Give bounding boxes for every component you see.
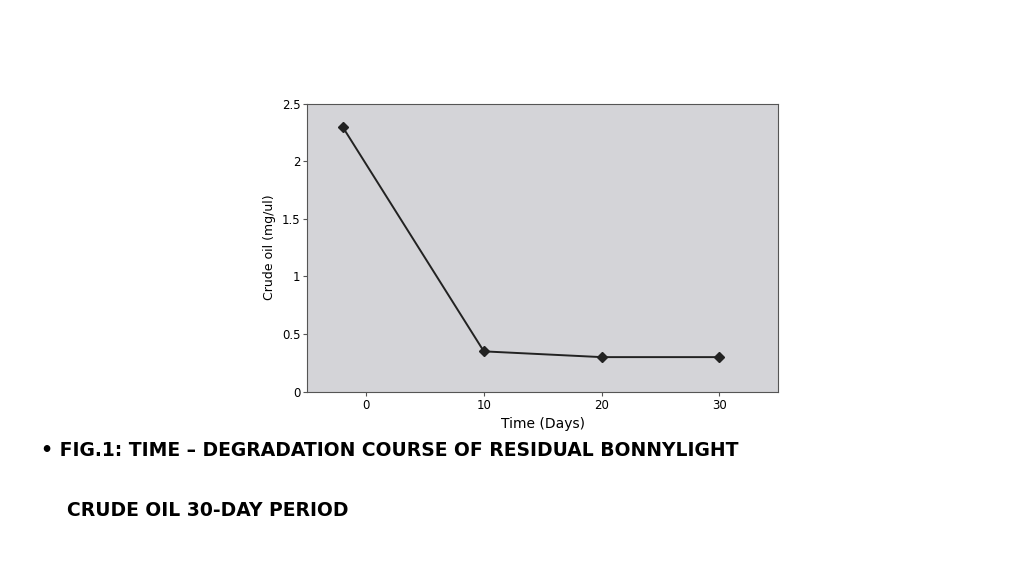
Text: • FIG.1: TIME – DEGRADATION COURSE OF RESIDUAL BONNYLIGHT: • FIG.1: TIME – DEGRADATION COURSE OF RE…: [41, 441, 738, 460]
X-axis label: Time (Days): Time (Days): [501, 417, 585, 431]
Text: CRUDE OIL 30-DAY PERIOD: CRUDE OIL 30-DAY PERIOD: [41, 501, 348, 520]
Y-axis label: Crude oil (mg/ul): Crude oil (mg/ul): [263, 195, 276, 301]
